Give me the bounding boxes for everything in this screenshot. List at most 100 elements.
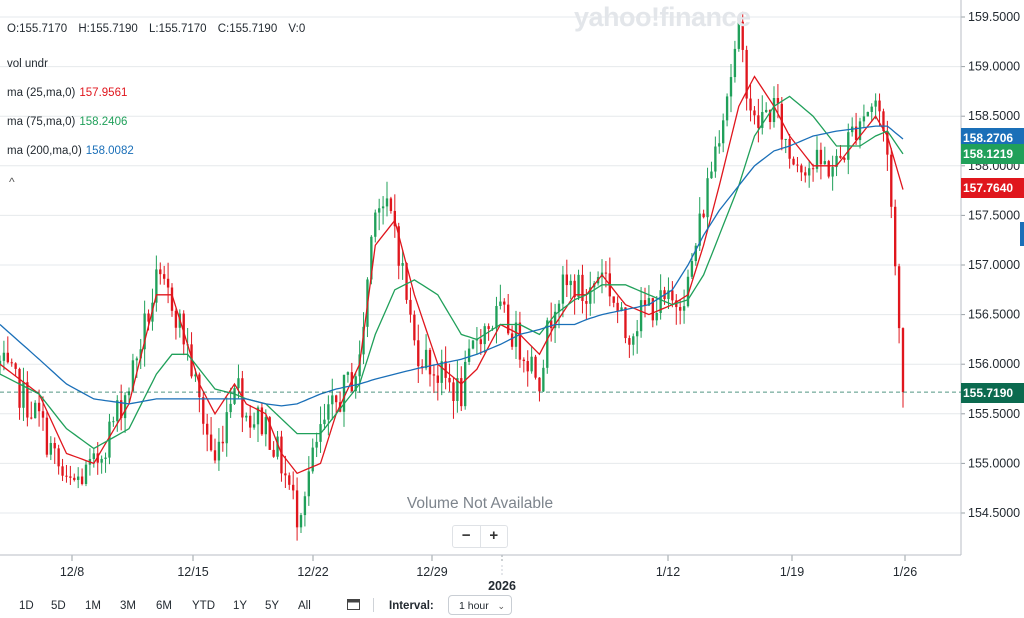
candle-body <box>886 131 889 155</box>
candle-body <box>10 362 13 364</box>
range-6m-button[interactable]: 6M <box>156 600 172 612</box>
candle-body <box>268 417 271 450</box>
y-tick-label: 159.0000 <box>968 60 1020 74</box>
candle-body <box>346 372 350 375</box>
candle-body <box>311 447 314 472</box>
candle-body <box>862 116 866 122</box>
candle-body <box>166 278 170 288</box>
candle-body <box>710 171 713 179</box>
candle-body <box>389 198 393 211</box>
candle-body <box>182 313 185 345</box>
ma200-legend[interactable]: ma (200,ma,0) 158.0082 <box>7 145 134 157</box>
candle-body <box>612 296 615 303</box>
range-1d-button[interactable]: 1D <box>19 600 34 612</box>
candle-body <box>788 138 791 159</box>
candle-body <box>550 320 553 329</box>
candle-body <box>272 449 275 457</box>
candle-body <box>127 391 131 396</box>
volume-indicator-label[interactable]: vol undr <box>7 58 48 70</box>
candle-body <box>229 403 232 413</box>
calendar-icon[interactable] <box>347 598 360 610</box>
candle-body <box>362 326 365 355</box>
candle-body <box>800 165 803 173</box>
candle-body <box>479 339 482 345</box>
candle-body <box>714 146 717 172</box>
candle-body <box>890 154 893 207</box>
candle-body <box>808 168 811 176</box>
x-tick-label: 12/8 <box>60 565 84 579</box>
candle-body <box>131 360 135 392</box>
candle-body <box>331 395 334 405</box>
zoom-out-button[interactable]: − <box>461 527 471 544</box>
candle-body <box>378 208 381 213</box>
interval-label: Interval: <box>389 600 434 612</box>
collapse-legend-chevron-icon[interactable]: ^ <box>9 175 15 189</box>
side-panel-tab[interactable] <box>1020 222 1024 246</box>
candle-body <box>315 441 318 448</box>
candle-body <box>870 106 873 112</box>
candle-body <box>874 100 877 107</box>
candle-body <box>718 143 721 147</box>
candle-body <box>139 349 142 359</box>
range-1y-button[interactable]: 1Y <box>233 600 248 612</box>
y-tick-label: 155.5000 <box>968 407 1020 421</box>
candle-body <box>811 168 815 170</box>
range-1m-button[interactable]: 1M <box>85 600 101 612</box>
candle-body <box>221 441 224 444</box>
candle-body <box>765 109 768 113</box>
candle-body <box>804 172 807 176</box>
range-5y-button[interactable]: 5Y <box>265 600 280 612</box>
candle-body <box>682 306 686 311</box>
range-ytd-button[interactable]: YTD <box>192 600 215 612</box>
candle-body <box>116 400 119 422</box>
price-chart[interactable]: 159.5000159.0000158.5000158.0000157.5000… <box>0 0 1024 594</box>
ma75-legend[interactable]: ma (75,ma,0) 158.2406 <box>7 116 127 128</box>
candle-body <box>41 411 45 418</box>
candle-body <box>104 457 107 459</box>
candle-body <box>467 348 471 362</box>
ma25-legend[interactable]: ma (25,ma,0) 157.9561 <box>7 87 127 99</box>
last-price-badge: 155.7190 <box>961 383 1024 403</box>
y-tick-label: 157.5000 <box>968 208 1020 222</box>
candle-body <box>327 404 330 420</box>
candle-body <box>123 395 127 419</box>
candle-body <box>604 272 608 274</box>
candle-body <box>69 476 72 478</box>
candle-body <box>522 359 525 362</box>
candle-body <box>839 155 842 158</box>
candle-body <box>299 515 303 528</box>
y-tick-label: 157.0000 <box>968 258 1020 272</box>
candle-body <box>413 314 416 341</box>
ma25-price-badge: 157.7640 <box>961 178 1024 198</box>
zoom-in-button[interactable]: + <box>479 526 508 547</box>
candle-body <box>374 212 377 237</box>
candle-body <box>679 307 682 311</box>
ma75-price-badge: 158.1219 <box>961 144 1024 164</box>
candle-body <box>573 280 576 298</box>
candle-body <box>585 301 588 304</box>
interval-dropdown[interactable]: 1 hour ⌄ <box>448 595 512 615</box>
ma200-line <box>0 125 904 407</box>
candle-body <box>514 322 518 347</box>
candle-body <box>510 333 514 347</box>
candle-body <box>112 421 115 423</box>
candle-body <box>217 441 221 461</box>
candle-body <box>753 110 756 116</box>
candle-body <box>624 307 627 339</box>
ma25-line <box>0 75 904 475</box>
candle-body <box>542 367 545 392</box>
candle-body <box>686 276 690 307</box>
range-5d-button[interactable]: 5D <box>51 600 66 612</box>
y-tick-label: 155.0000 <box>968 456 1020 470</box>
candle-body <box>225 412 228 444</box>
candle-body <box>768 109 772 123</box>
range-3m-button[interactable]: 3M <box>120 600 136 612</box>
range-all-button[interactable]: All <box>298 600 311 612</box>
candle-body <box>135 358 138 361</box>
candle-body <box>409 299 412 315</box>
candle-body <box>440 361 443 383</box>
candle-body <box>288 475 291 485</box>
candle-body <box>264 417 267 435</box>
candle-body <box>671 290 674 301</box>
candle-body <box>655 312 658 321</box>
